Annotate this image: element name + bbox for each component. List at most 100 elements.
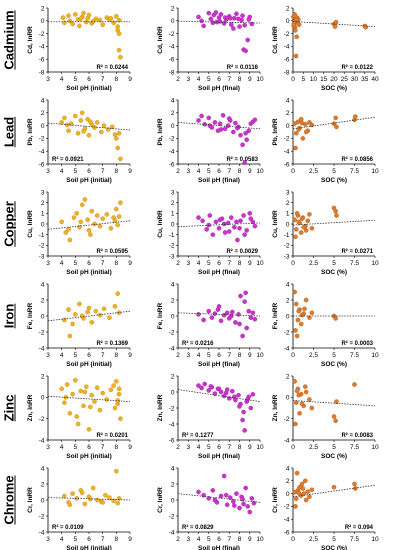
data-point bbox=[309, 487, 315, 493]
trend-line bbox=[292, 116, 376, 130]
y-tick-label: -8 bbox=[169, 69, 175, 76]
x-tick-label: 3 bbox=[46, 352, 50, 359]
x-tick-label: 10 bbox=[310, 76, 318, 83]
x-tick-label: 5 bbox=[207, 536, 211, 543]
data-point bbox=[77, 301, 82, 307]
y-tick-label: 2 bbox=[41, 110, 45, 117]
y-tick-label: 0 bbox=[286, 395, 290, 402]
data-point bbox=[242, 299, 247, 304]
x-tick-label: 10 bbox=[256, 76, 264, 83]
data-point bbox=[92, 399, 97, 404]
data-point bbox=[244, 137, 249, 142]
x-tick-label: 4 bbox=[60, 260, 64, 267]
data-point bbox=[231, 129, 236, 135]
y-tick-label: 2 bbox=[171, 297, 175, 304]
x-tick-label: 4 bbox=[197, 352, 201, 359]
x-tick-label: 5 bbox=[207, 260, 211, 267]
data-point bbox=[245, 37, 250, 43]
data-point bbox=[299, 481, 305, 487]
x-tick-label: 4 bbox=[197, 444, 201, 451]
y-tick-label: 4 bbox=[171, 97, 175, 104]
data-point bbox=[221, 473, 227, 479]
data-point bbox=[70, 491, 75, 496]
x-tick-label: 40 bbox=[371, 76, 379, 83]
data-point bbox=[300, 486, 306, 491]
x-tick-label: 5 bbox=[74, 76, 78, 83]
x-tick-label: 7.5 bbox=[350, 444, 359, 451]
x-tick-label: 5 bbox=[207, 76, 211, 83]
y-tick-label: 2 bbox=[171, 200, 175, 207]
x-tick-label: 7 bbox=[227, 536, 231, 543]
data-point bbox=[240, 142, 245, 148]
data-point bbox=[86, 132, 92, 138]
data-point bbox=[67, 18, 73, 24]
data-point bbox=[213, 219, 219, 225]
r-squared-label: R² = 0.0244 bbox=[96, 64, 128, 71]
x-tick-label: 5 bbox=[74, 260, 78, 267]
y-tick-label: -8 bbox=[284, 69, 290, 76]
data-point bbox=[223, 390, 229, 396]
y-tick-label: 4 bbox=[171, 465, 175, 472]
y-tick-label: -3 bbox=[39, 253, 45, 260]
data-point bbox=[70, 391, 75, 397]
data-point bbox=[60, 15, 66, 20]
data-point bbox=[228, 215, 234, 220]
data-point bbox=[303, 297, 309, 303]
data-point bbox=[240, 13, 245, 18]
data-point bbox=[206, 10, 212, 16]
data-point bbox=[85, 309, 90, 315]
data-point bbox=[236, 312, 241, 317]
data-point bbox=[333, 316, 338, 321]
data-point bbox=[294, 211, 300, 216]
r-squared-label: R² = 0.0921 bbox=[52, 156, 84, 163]
x-tick-label: 2.5 bbox=[309, 536, 318, 543]
data-point bbox=[293, 234, 298, 240]
data-point bbox=[293, 130, 299, 136]
data-point bbox=[116, 31, 122, 36]
data-point bbox=[116, 17, 122, 23]
x-tick-label: 2 bbox=[176, 536, 180, 543]
data-point bbox=[244, 325, 249, 331]
x-tick-label: 10 bbox=[371, 168, 379, 175]
data-point bbox=[108, 387, 114, 393]
x-tick-label: 7.5 bbox=[350, 352, 359, 359]
y-tick-label: -4 bbox=[284, 44, 290, 51]
x-axis-label: Soil pH (initial) bbox=[66, 545, 112, 550]
y-tick-label: 2 bbox=[171, 5, 175, 12]
data-point bbox=[210, 488, 216, 493]
x-tick-label: 10 bbox=[256, 168, 264, 175]
data-point bbox=[74, 414, 79, 419]
y-tick-label: -2 bbox=[39, 329, 45, 336]
y-tick-label: -4 bbox=[284, 437, 290, 444]
data-point bbox=[114, 14, 119, 19]
x-tick-label: 9 bbox=[128, 76, 132, 83]
data-point bbox=[296, 22, 302, 27]
y-tick-label: -4 bbox=[39, 437, 45, 444]
y-axis-label: Cr, lnRR bbox=[272, 487, 279, 513]
data-point bbox=[226, 116, 232, 121]
x-tick-label: 8 bbox=[238, 352, 242, 359]
data-point bbox=[79, 313, 85, 319]
data-point bbox=[234, 491, 239, 496]
x-tick-label: 4 bbox=[60, 168, 64, 175]
x-tick-label: 6 bbox=[87, 168, 91, 175]
x-axis-label: SOC (%) bbox=[321, 453, 347, 460]
y-tick-label: 0 bbox=[171, 313, 175, 320]
data-point bbox=[196, 489, 201, 495]
x-tick-label: 8 bbox=[115, 76, 119, 83]
y-tick-label: 2 bbox=[171, 481, 175, 488]
x-tick-label: 6 bbox=[217, 260, 221, 267]
x-tick-label: 7 bbox=[101, 168, 105, 175]
panel-lead-1: -6 -4 -2 0 2 4 3 4 5 6 7 8 9 Soil pH (initial) Pb, lnR… bbox=[27, 97, 132, 184]
data-point bbox=[59, 386, 64, 392]
x-tick-label: 4 bbox=[197, 536, 201, 543]
data-point bbox=[111, 215, 116, 220]
data-point bbox=[114, 379, 119, 384]
x-tick-label: 0 bbox=[291, 444, 295, 451]
y-tick-label: -1 bbox=[284, 232, 290, 239]
x-tick-label: 10 bbox=[371, 444, 379, 451]
y-tick-label: -6 bbox=[284, 529, 290, 536]
data-point bbox=[333, 208, 338, 214]
